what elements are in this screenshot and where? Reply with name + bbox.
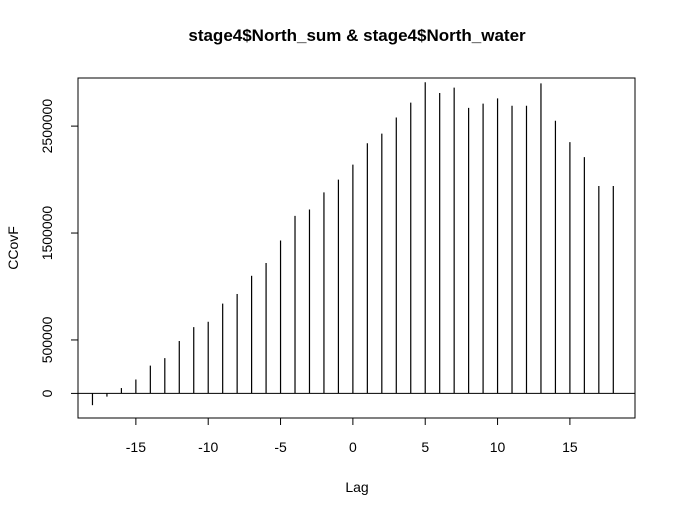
x-tick-label: -5 bbox=[274, 439, 287, 455]
x-tick-label: 10 bbox=[490, 439, 506, 455]
x-tick-label: 15 bbox=[562, 439, 578, 455]
x-axis: -15 -10 -5 0 5 10 15 bbox=[126, 417, 578, 455]
y-tick-label: 1500000 bbox=[39, 206, 55, 261]
y-tick-label: 0 bbox=[39, 389, 55, 397]
x-tick-label: 5 bbox=[421, 439, 429, 455]
x-tick-label: 0 bbox=[349, 439, 357, 455]
y-axis-title: CCovF bbox=[5, 226, 21, 270]
ccf-bars bbox=[91, 82, 614, 406]
plot-frame bbox=[77, 77, 636, 419]
chart-title: stage4$North_sum & stage4$North_water bbox=[188, 26, 526, 45]
x-tick-label: -15 bbox=[126, 439, 146, 455]
x-tick-label: -10 bbox=[198, 439, 218, 455]
y-tick-label: 2500000 bbox=[39, 99, 55, 154]
y-tick-label: 500000 bbox=[39, 316, 55, 363]
x-axis-title: Lag bbox=[345, 479, 368, 495]
y-axis: 0 500000 1500000 2500000 bbox=[39, 99, 79, 397]
